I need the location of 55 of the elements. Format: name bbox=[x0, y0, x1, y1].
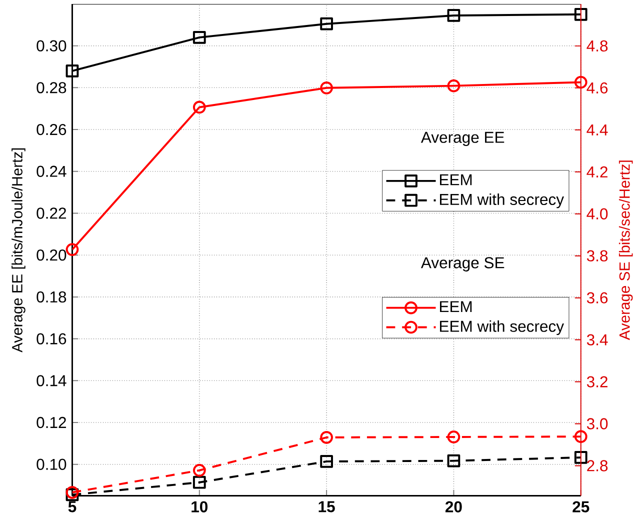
point bbox=[320, 81, 333, 94]
point bbox=[320, 430, 333, 444]
y2-tick-label: 3.8 bbox=[586, 250, 608, 262]
point bbox=[66, 64, 79, 78]
point bbox=[192, 30, 206, 44]
point bbox=[447, 8, 460, 22]
point bbox=[192, 100, 206, 114]
y2-tick-label: 3.6 bbox=[586, 292, 608, 304]
y-tick-label: 0.30 bbox=[36, 40, 66, 52]
y2-tick-label: 3.2 bbox=[586, 376, 608, 388]
legend-label: EEM with secrecy bbox=[440, 193, 564, 208]
y2-tick-label: 4.4 bbox=[586, 124, 608, 136]
point bbox=[66, 488, 79, 501]
point bbox=[447, 454, 460, 468]
y-tick-label: 0.12 bbox=[36, 416, 66, 428]
y2-axis-title: Average SE [bits/sec/Hertz] bbox=[618, 160, 633, 340]
y-tick-label: 0.22 bbox=[36, 207, 66, 219]
y2-tick-label: 4.0 bbox=[586, 208, 608, 220]
y2-tick-label: 3.4 bbox=[586, 334, 608, 346]
y-tick-label: 0.10 bbox=[36, 458, 66, 470]
y-tick-label: 0.26 bbox=[36, 124, 66, 135]
y-axis-title: Average EE [bits/mJoule/Hertz] bbox=[12, 148, 26, 352]
x-tick-label: 25 bbox=[572, 500, 590, 512]
x-tick-label: 15 bbox=[318, 500, 335, 512]
legend-label: EEM bbox=[440, 300, 472, 312]
y2-tick-label: 2.8 bbox=[587, 460, 608, 472]
point bbox=[320, 454, 333, 468]
y2-tick-label: 4.8 bbox=[586, 40, 608, 52]
point bbox=[320, 17, 333, 30]
y-tick-label: 0.28 bbox=[36, 82, 66, 94]
y-tick-label: 0.24 bbox=[36, 166, 66, 177]
y2-tick-label: 4.2 bbox=[586, 166, 608, 178]
point bbox=[447, 430, 460, 444]
y2-tick-label: 3.0 bbox=[586, 418, 608, 430]
y-tick-label: 0.18 bbox=[36, 291, 66, 302]
point bbox=[574, 450, 588, 464]
legend-label: EEM bbox=[440, 174, 472, 185]
y-tick-label: 0.16 bbox=[36, 332, 66, 344]
x-tick-label: 20 bbox=[445, 500, 462, 512]
annotation: Average EE bbox=[420, 132, 504, 146]
point bbox=[574, 8, 588, 21]
legend-label: EEM with secrecy bbox=[440, 320, 564, 335]
y-tick-label: 0.14 bbox=[36, 374, 66, 386]
y2-tick-label: 4.6 bbox=[586, 82, 608, 94]
point bbox=[574, 76, 588, 88]
point bbox=[574, 430, 588, 443]
point bbox=[192, 464, 206, 477]
x-tick-label: 5 bbox=[68, 500, 76, 512]
x-tick-label: 10 bbox=[192, 500, 208, 512]
y-tick-label: 0.20 bbox=[36, 249, 66, 260]
point bbox=[447, 79, 460, 92]
point bbox=[66, 486, 79, 499]
annotation: Average SE bbox=[420, 256, 504, 272]
point bbox=[192, 476, 206, 489]
point bbox=[66, 242, 79, 256]
